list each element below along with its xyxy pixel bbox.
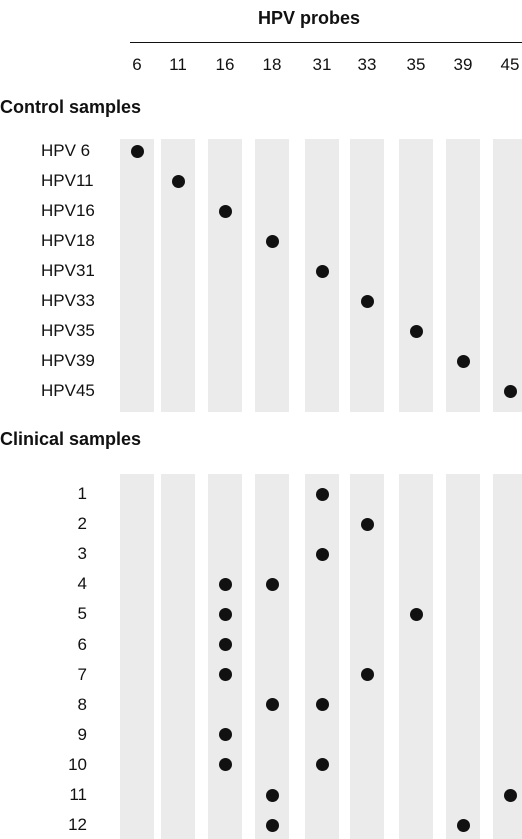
clinical-hybridization-spot-18 <box>265 788 279 802</box>
clinical-hybridization-spot-18 <box>265 698 279 712</box>
control-hybridization-spot-11 <box>171 174 185 188</box>
clinical-row-label: 12 <box>68 815 87 835</box>
control-row-label: HPV18 <box>41 231 95 250</box>
control-hybridization-spot-45 <box>503 384 517 398</box>
clinical-hybridization-spot-16 <box>218 577 232 591</box>
clinical-hybridization-spot-16 <box>218 638 232 651</box>
clinical-row-label: 5 <box>77 604 87 624</box>
clinical-strip-33 <box>350 474 384 839</box>
clinical-hybridization-spot-39 <box>456 818 470 832</box>
probe-label-6: 6 <box>132 55 142 74</box>
clinical-hybridization-spot-16 <box>218 607 232 621</box>
clinical-strip-6 <box>120 474 154 839</box>
clinical-row-label: 10 <box>68 754 87 774</box>
clinical-section-heading: Clinical samples <box>0 429 142 449</box>
control-hybridization-spot-33 <box>360 294 374 308</box>
control-strip-45 <box>493 139 522 412</box>
clinical-hybridization-spot-31 <box>315 758 329 772</box>
clinical-row-label: 9 <box>77 724 87 744</box>
clinical-hybridization-spot-31 <box>315 487 329 501</box>
control-hybridization-spot-31 <box>315 264 329 278</box>
clinical-hybridization-spot-35 <box>409 607 423 621</box>
control-strip-18 <box>255 139 289 412</box>
clinical-strip-11 <box>161 474 195 839</box>
clinical-hybridization-spot-33 <box>360 668 374 682</box>
clinical-hybridization-spot-18 <box>265 818 279 832</box>
probe-label-39: 39 <box>453 55 473 74</box>
control-section-heading: Control samples <box>0 97 142 117</box>
clinical-row-label: 6 <box>77 634 87 654</box>
probe-label-35: 35 <box>406 55 426 74</box>
control-hybridization-spot-18 <box>265 234 279 248</box>
clinical-hybridization-spot-16 <box>218 668 232 682</box>
clinical-row-label: 8 <box>77 694 87 714</box>
control-row-label: HPV11 <box>41 171 94 190</box>
clinical-hybridization-spot-33 <box>360 517 374 531</box>
clinical-hybridization-spot-45 <box>503 788 517 802</box>
clinical-row-label: 1 <box>77 484 87 503</box>
control-strip-39 <box>446 139 480 412</box>
probe-label-18: 18 <box>262 55 282 74</box>
control-strip-33 <box>350 139 384 412</box>
control-row-label: HPV 6 <box>41 141 91 160</box>
clinical-hybridization-spot-18 <box>265 577 279 591</box>
clinical-hybridization-spot-31 <box>315 698 329 712</box>
control-row-label: HPV45 <box>41 381 95 400</box>
clinical-strip-45 <box>493 474 522 839</box>
control-hybridization-spot-6 <box>130 144 144 158</box>
clinical-strip-39 <box>446 474 480 839</box>
control-hybridization-spot-35 <box>409 324 423 338</box>
control-row-label: HPV31 <box>41 261 95 280</box>
control-hybridization-spot-39 <box>456 354 470 368</box>
clinical-strip-16 <box>208 474 242 839</box>
figure-title: HPV probes <box>258 8 361 28</box>
control-row-label: HPV33 <box>41 291 95 310</box>
control-row-label: HPV16 <box>41 201 95 220</box>
probe-label-31: 31 <box>312 55 332 74</box>
clinical-hybridization-spot-16 <box>218 758 232 772</box>
clinical-strip-31 <box>305 474 339 839</box>
clinical-row-label: 7 <box>77 664 87 684</box>
clinical-strip-18 <box>255 474 289 839</box>
clinical-hybridization-spot-16 <box>218 728 232 742</box>
control-row-label: HPV39 <box>41 351 95 370</box>
control-strip-35 <box>399 139 433 412</box>
title-underline <box>130 42 522 43</box>
clinical-row-label: 11 <box>69 785 87 804</box>
control-strip-16 <box>208 139 242 412</box>
clinical-hybridization-spot-31 <box>315 547 329 561</box>
control-hybridization-spot-16 <box>218 204 232 218</box>
clinical-strip-35 <box>399 474 433 839</box>
probe-label-33: 33 <box>357 55 377 74</box>
control-row-label: HPV35 <box>41 321 95 340</box>
probe-label-45: 45 <box>500 55 520 74</box>
clinical-row-label: 4 <box>77 574 87 594</box>
probe-label-11: 11 <box>169 55 187 74</box>
control-strip-6 <box>120 139 154 412</box>
clinical-row-label: 2 <box>77 514 87 534</box>
probe-label-16: 16 <box>215 55 235 74</box>
clinical-row-label: 3 <box>77 544 87 564</box>
